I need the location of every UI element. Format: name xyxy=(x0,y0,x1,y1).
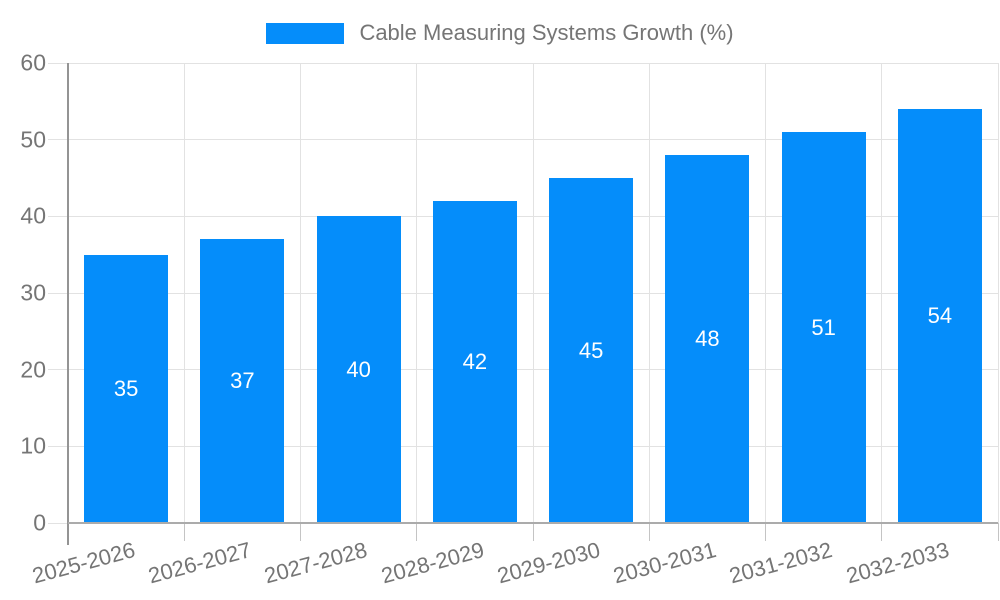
x-axis-tick xyxy=(997,523,999,541)
legend-swatch xyxy=(266,22,345,44)
gridline-horizontal xyxy=(48,215,998,217)
bar xyxy=(665,155,750,523)
y-axis-tick-label: 30 xyxy=(20,279,46,306)
gridline-horizontal xyxy=(48,292,998,294)
x-axis-tick xyxy=(881,523,883,541)
bar xyxy=(432,201,517,523)
x-axis-tick-label: 2027-2028 xyxy=(261,537,371,589)
bar-value-label: 35 xyxy=(113,375,139,401)
gridline-vertical xyxy=(300,63,301,523)
bar xyxy=(549,178,634,523)
x-axis-tick xyxy=(532,523,534,541)
gridline-vertical xyxy=(183,63,185,523)
y-axis-tick-label: 0 xyxy=(33,509,46,536)
bar xyxy=(316,216,401,523)
y-axis-tick-label: 60 xyxy=(20,49,46,76)
bar-value-label: 37 xyxy=(230,368,255,394)
bar xyxy=(781,132,866,523)
x-axis-tick-label: 2030-2031 xyxy=(610,537,719,589)
bar-value-label: 54 xyxy=(927,303,953,328)
bar xyxy=(84,254,169,523)
bar-value-label: 40 xyxy=(346,356,371,382)
gridline-horizontal xyxy=(48,445,998,447)
x-axis-tick-label: 2032-2033 xyxy=(843,537,952,589)
legend-label: Cable Measuring Systems Growth (%) xyxy=(359,20,734,45)
bar-value-label: 48 xyxy=(695,326,720,351)
x-axis-tick xyxy=(416,523,418,541)
x-axis-tick-label: 2026-2027 xyxy=(145,537,254,589)
y-axis-tick xyxy=(48,522,68,524)
bar-value-label: 51 xyxy=(811,314,836,340)
gridline-horizontal xyxy=(48,62,998,64)
x-axis-tick xyxy=(648,523,650,541)
x-axis-line xyxy=(68,522,998,524)
gridline-vertical xyxy=(648,63,650,523)
x-axis-tick xyxy=(300,523,301,541)
gridline-vertical xyxy=(416,63,418,523)
x-axis-tick-label: 2028-2029 xyxy=(378,537,487,589)
bar xyxy=(200,239,285,523)
y-axis-line xyxy=(67,63,69,545)
x-axis-tick xyxy=(183,523,185,541)
y-axis-tick-label: 20 xyxy=(20,356,46,383)
x-axis-tick-label: 2031-2032 xyxy=(726,537,836,589)
y-axis-tick-label: 10 xyxy=(20,432,46,459)
y-axis-tick-label: 40 xyxy=(20,202,46,229)
gridline-horizontal xyxy=(48,369,998,371)
y-axis-tick-label: 50 xyxy=(20,126,46,153)
gridline-vertical xyxy=(765,63,766,523)
gridline-vertical xyxy=(532,63,534,523)
x-axis-tick xyxy=(765,523,766,541)
x-axis-tick-label: 2025-2026 xyxy=(29,537,138,589)
chart-legend: Cable Measuring Systems Growth (%) xyxy=(0,20,1000,46)
bar-value-label: 42 xyxy=(462,349,488,374)
gridline-vertical xyxy=(997,63,999,523)
x-axis-tick-label: 2029-2030 xyxy=(494,537,603,589)
bar-value-label: 45 xyxy=(578,337,604,363)
bar xyxy=(897,109,982,523)
gridline-horizontal xyxy=(48,139,998,141)
gridline-vertical xyxy=(881,63,883,523)
